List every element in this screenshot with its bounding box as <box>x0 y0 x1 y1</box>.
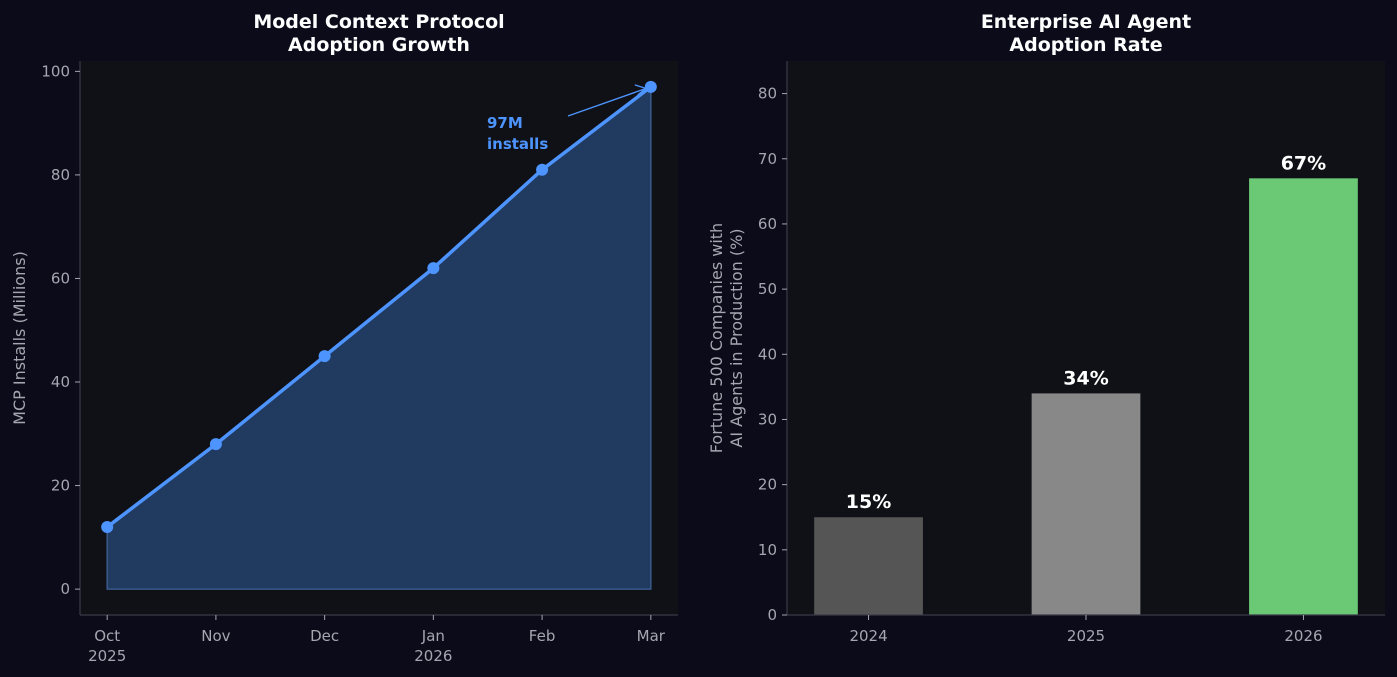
bar-data-label: 34% <box>1063 367 1108 389</box>
x-tick-label-line: Mar <box>637 627 666 645</box>
annotation-arrowhead <box>634 84 648 96</box>
bar-2024 <box>814 517 923 615</box>
y-tick-label-line: 60 <box>758 215 777 233</box>
y-tick-label: 60 <box>758 215 777 233</box>
x-tick-label-line: Feb <box>529 627 556 645</box>
y-tick-label: 80 <box>758 85 777 103</box>
data-point <box>318 350 331 363</box>
series-line <box>106 85 652 529</box>
chart-title-right: Enterprise AI Agent Adoption Rate <box>981 11 1191 56</box>
annotation-arrow <box>567 88 646 117</box>
chart-title-right-line: Enterprise AI Agent <box>981 11 1191 33</box>
y-axis-label-right-line: AI Agents in Production (%) <box>727 228 746 447</box>
y-tick-label-line: 100 <box>41 62 70 80</box>
y-axis-label-right-line: Fortune 500 Companies with <box>707 223 726 453</box>
x-tick-label: Feb <box>529 627 556 645</box>
bar-data-label: 15% <box>846 491 891 513</box>
bar-data-label-line: 67% <box>1281 152 1326 174</box>
y-tick-label: 0 <box>60 580 70 598</box>
y-tick-label: 60 <box>51 269 70 287</box>
x-tick-label: 2026 <box>1284 627 1322 645</box>
bar-data-label: 67% <box>1281 152 1326 174</box>
y-axis-label-left: MCP Installs (Millions) <box>10 251 29 425</box>
x-tick-label-line: 2025 <box>88 647 126 665</box>
annotation-text: 97M installs <box>487 114 548 153</box>
y-tick-label: 80 <box>51 166 70 184</box>
y-tick-label: 100 <box>41 62 70 80</box>
x-tick-label-line: Dec <box>310 627 339 645</box>
y-tick-label: 20 <box>51 477 70 495</box>
bar-data-label-line: 34% <box>1063 367 1108 389</box>
y-tick-label: 40 <box>758 345 777 363</box>
x-tick-label-line: Nov <box>201 627 230 645</box>
y-tick-label: 10 <box>758 541 777 559</box>
annotation-text-line: installs <box>487 135 548 153</box>
chart-title-left-line: Adoption Growth <box>288 34 470 56</box>
y-axis-label-left-line: MCP Installs (Millions) <box>10 251 29 425</box>
x-tick-label: Mar <box>637 627 666 645</box>
data-point <box>101 520 114 533</box>
y-tick-label: 30 <box>758 410 777 428</box>
y-tick-label: 40 <box>51 373 70 391</box>
bar-2025 <box>1031 393 1141 615</box>
y-tick-label-line: 20 <box>51 477 70 495</box>
y-tick-label: 70 <box>758 150 777 168</box>
y-tick-label-line: 50 <box>758 280 777 298</box>
annotation-text-line: 97M <box>487 114 523 132</box>
chart-title-left: Model Context Protocol Adoption Growth <box>253 11 504 56</box>
bar-2026 <box>1249 178 1358 616</box>
data-point <box>209 438 222 451</box>
y-tick-label-line: 20 <box>758 476 777 494</box>
y-tick-label-line: 30 <box>758 410 777 428</box>
y-tick-label-line: 80 <box>758 85 777 103</box>
x-tick-label-line: 2025 <box>1067 627 1105 645</box>
x-tick-label-line: 2024 <box>849 627 887 645</box>
x-tick-label: Dec <box>310 627 339 645</box>
x-tick-label: 2024 <box>849 627 887 645</box>
data-point <box>644 80 657 93</box>
x-tick-label: 2025 <box>1067 627 1105 645</box>
chart-title-right-line: Adoption Rate <box>1009 34 1162 56</box>
x-tick-label: Oct 2025 <box>88 627 126 665</box>
y-tick-label-line: 70 <box>758 150 777 168</box>
x-tick-label-line: 2026 <box>1284 627 1322 645</box>
y-tick-label-line: 0 <box>767 606 777 624</box>
data-point <box>427 262 440 275</box>
y-tick-label-line: 40 <box>758 345 777 363</box>
bar-data-label-line: 15% <box>846 491 891 513</box>
y-axis-label-right: Fortune 500 Companies withAI Agents in P… <box>707 223 746 453</box>
chart-title-left-line: Model Context Protocol <box>253 11 504 33</box>
y-tick-label: 20 <box>758 476 777 494</box>
x-tick-label-line: Jan <box>421 627 445 645</box>
x-tick-label: Jan 2026 <box>414 627 452 665</box>
data-point <box>536 163 549 176</box>
x-tick-label-line: Oct <box>94 627 120 645</box>
y-tick-label-line: 60 <box>51 269 70 287</box>
y-tick-label: 0 <box>767 606 777 624</box>
y-tick-label-line: 80 <box>51 166 70 184</box>
x-tick-label-line: 2026 <box>414 647 452 665</box>
y-tick-label-line: 10 <box>758 541 777 559</box>
x-tick-label: Nov <box>201 627 230 645</box>
y-tick-label-line: 40 <box>51 373 70 391</box>
y-tick-label-line: 0 <box>60 580 70 598</box>
y-tick-label: 50 <box>758 280 777 298</box>
